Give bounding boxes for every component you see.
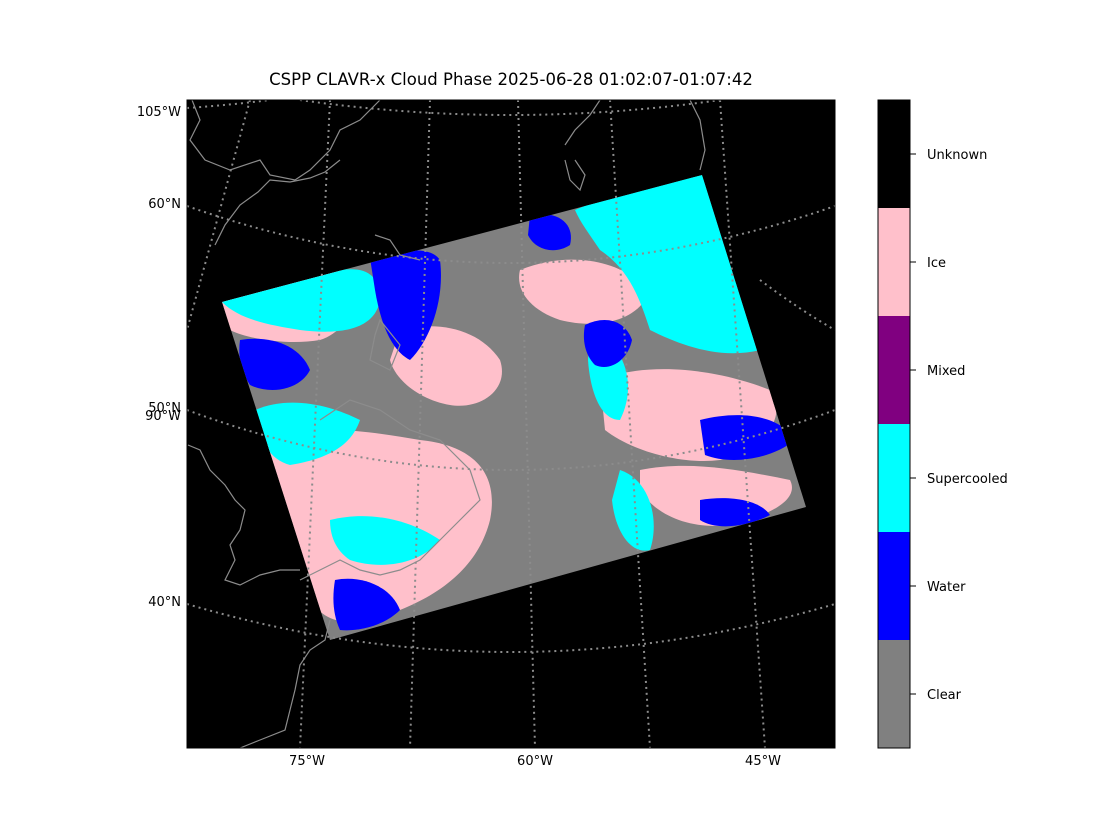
colorbar-label-water: Water <box>927 580 966 595</box>
colorbar-swatch-unknown <box>878 100 910 209</box>
supercooled-band-west <box>255 402 360 465</box>
colorbar-label-supercooled: Supercooled <box>927 472 1008 487</box>
lat-label-40n: 40°N <box>148 595 181 610</box>
coastline-labrador <box>214 159 341 246</box>
lon-label-75w: 75°W <box>289 754 325 769</box>
colorbar: Unknown Ice Mixed Supercooled Water Clear <box>877 99 1008 749</box>
lat-label-50n: 50°N <box>148 401 181 416</box>
colorbar-label-ice: Ice <box>927 256 946 271</box>
lat-label-90w: 90°W <box>145 409 181 424</box>
colorbar-swatch-mixed <box>878 316 910 425</box>
coastline-us-east <box>239 619 331 748</box>
lon-label-45w: 45°W <box>745 754 781 769</box>
coastline-west-shore <box>187 444 300 586</box>
ice-region-east <box>519 259 650 324</box>
lat-label-60n: 60°N <box>148 197 181 212</box>
lat-line-60n <box>187 205 835 264</box>
coastlines <box>187 100 706 748</box>
supercooled-band-south <box>330 516 440 565</box>
coastline-gulf-st-lawrence <box>299 399 481 581</box>
water-region-upper <box>528 214 571 251</box>
water-region-south <box>333 578 400 631</box>
coastline-newfoundland <box>369 318 401 371</box>
colorbar-swatch-ice <box>878 208 910 317</box>
lon-line-west <box>187 100 251 331</box>
lat-label-105w: 105°W <box>137 105 181 120</box>
lon-line-67w <box>409 100 431 748</box>
coastline-north-america <box>189 100 381 181</box>
longitude-labels: 75°W 60°W 45°W <box>289 754 781 769</box>
lon-line-45w <box>719 100 766 748</box>
lat-line-top <box>299 100 721 116</box>
map-title: CSPP CLAVR-x Cloud Phase 2025-06-28 01:0… <box>269 70 753 89</box>
colorbar-swatch-supercooled <box>878 424 910 533</box>
latitude-labels: 105°W 60°N 50°N 90°W 40°N <box>137 105 181 610</box>
graticule <box>187 100 835 748</box>
colorbar-swatch-clear <box>878 640 910 749</box>
colorbar-label-unknown: Unknown <box>927 148 987 163</box>
colorbar-swatch-water <box>878 532 910 641</box>
map-frame <box>186 99 836 749</box>
supercooled-band-southeast <box>612 470 654 551</box>
lon-line-60w <box>517 100 536 748</box>
cloud-phase-swath <box>222 175 806 640</box>
lat-line-105w <box>187 100 271 109</box>
lat-line-50n <box>187 409 835 471</box>
lon-line-75w <box>299 100 331 748</box>
colorbar-label-mixed: Mixed <box>927 364 965 379</box>
water-region-north <box>370 250 441 360</box>
colorbar-frame <box>877 99 911 749</box>
colorbar-label-clear: Clear <box>927 688 962 703</box>
coastline-greenland <box>564 100 706 192</box>
water-region-west <box>239 338 310 390</box>
supercooled-band-east <box>575 175 760 354</box>
water-region-far-southeast <box>700 498 770 527</box>
water-region-east <box>583 320 632 368</box>
lon-line-52w <box>609 100 651 748</box>
lon-label-60w: 60°W <box>517 754 553 769</box>
